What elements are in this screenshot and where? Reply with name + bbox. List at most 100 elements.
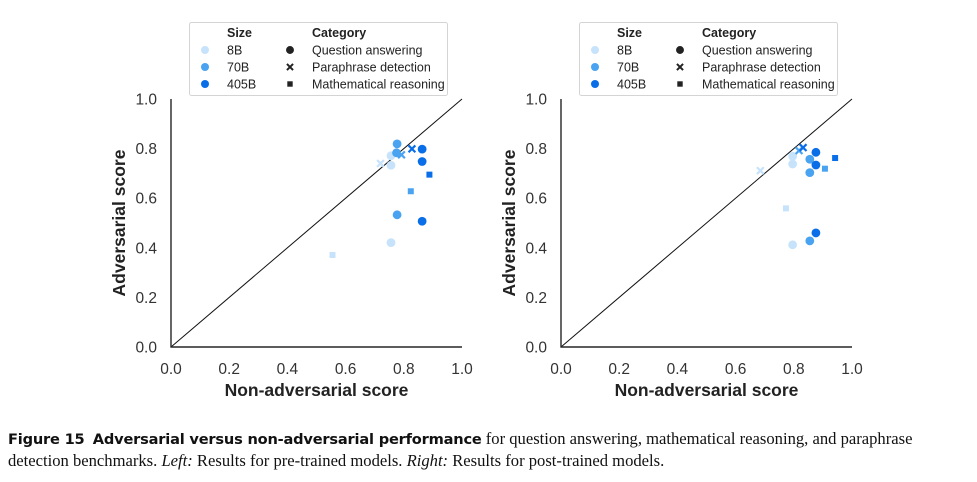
legend-size-label: 8B	[617, 44, 632, 58]
caption-right-label: Right:	[406, 451, 449, 470]
legend-category-label: Question answering	[702, 44, 813, 58]
legend-category-label: Paraphrase detection	[312, 61, 431, 75]
legend-category-label: Mathematical reasoning	[312, 78, 445, 92]
data-point-405b-circle	[417, 144, 427, 154]
data-point-70b-square	[407, 188, 414, 195]
figure-title: Adversarial versus non-adversarial perfo…	[92, 431, 482, 448]
legend-category-marker-square	[287, 81, 293, 87]
caption-left-label: Left:	[161, 451, 193, 470]
y-axis-label: Adversarial score	[109, 149, 129, 296]
data-point-8b-square	[782, 205, 789, 212]
y-tick-label: 0.8	[135, 141, 157, 158]
data-point-70b-circle	[392, 148, 401, 158]
data-point-405b-circle	[811, 160, 821, 170]
figure-number: Figure 15	[8, 431, 85, 448]
y-tick-label: 0.6	[135, 191, 157, 208]
data-point-70b-circle	[392, 210, 402, 220]
legend-category-marker-x	[676, 63, 684, 71]
data-point-405b-x	[798, 143, 808, 152]
legend: Size Category 8B 70B 405B Question answering P…	[579, 22, 838, 96]
data-point-8b-square	[329, 251, 336, 258]
data-point-405b-circle	[417, 157, 427, 166]
legend-size-label: 405B	[617, 78, 646, 92]
reference-diagonal-line	[560, 98, 853, 348]
data-point-405b-square	[426, 171, 433, 178]
legend-size-label: 70B	[617, 61, 639, 75]
data-point-8b-circle	[788, 151, 798, 161]
x-axis-label: Non-adversarial score	[225, 380, 409, 400]
y-tick-label: 0.2	[525, 290, 547, 307]
x-tick-label: 0.0	[160, 361, 182, 378]
legend-category-label: Question answering	[312, 44, 423, 58]
legend-size-title: Size	[227, 26, 252, 40]
legend-size-label: 8B	[227, 44, 242, 58]
legend-category-label: Mathematical reasoning	[702, 78, 835, 92]
chart-panel-left: 0.0 0.2 0.4 0.6 0.8 1.0 0.0 0.2 0.4 0.6 0.8 1.0 Non-…	[109, 22, 473, 400]
x-tick-label: 0.6	[335, 361, 357, 378]
x-axis-label: Non-adversarial score	[615, 380, 799, 400]
legend-category-marker-x	[286, 63, 294, 71]
legend-size-marker-8b	[591, 46, 599, 54]
caption-left-text: Results for pre-trained models.	[192, 451, 407, 470]
y-tick-label: 0.8	[525, 141, 547, 158]
data-point-8b-circle	[788, 240, 798, 250]
legend-size-label: 70B	[227, 61, 249, 75]
reference-diagonal-line	[170, 98, 463, 348]
legend-box	[579, 22, 838, 96]
x-tick-label: 0.0	[550, 361, 572, 378]
legend-category-title: Category	[702, 26, 756, 40]
x-tick-label: 0.2	[218, 361, 240, 378]
legend: Size Category 8B 70B 405B Question answering P…	[189, 22, 448, 96]
legend-size-marker-70b	[591, 63, 599, 71]
x-tick-label: 1.0	[451, 361, 473, 378]
legend-category-title: Category	[312, 26, 366, 40]
y-tick-label: 1.0	[135, 92, 157, 109]
data-point-70b-circle	[805, 168, 815, 178]
data-point-405b-x	[407, 144, 417, 154]
x-tick-label: 0.4	[667, 361, 689, 378]
legend-size-marker-70b	[201, 63, 209, 71]
data-point-8b-circle	[788, 159, 798, 169]
figure-caption: Figure 15 Adversarial versus non-adversa…	[8, 428, 973, 471]
y-tick-label: 0.4	[135, 240, 157, 257]
y-tick-label: 0.2	[135, 290, 157, 307]
y-tick-label: 0.6	[525, 191, 547, 208]
y-tick-label: 0.0	[135, 340, 157, 357]
x-tick-label: 0.6	[725, 361, 747, 378]
x-tick-label: 0.8	[783, 361, 805, 378]
legend-size-title: Size	[617, 26, 642, 40]
legend-category-marker-circle	[676, 46, 684, 54]
y-axis-label: Adversarial score	[499, 149, 519, 296]
data-point-8b-x	[376, 159, 385, 168]
data-point-70b-square	[821, 165, 828, 172]
data-point-70b-x	[397, 150, 406, 159]
data-point-8b-x	[756, 166, 765, 175]
data-point-405b-circle	[417, 216, 427, 226]
data-point-70b-circle	[805, 154, 815, 164]
data-point-405b-circle	[811, 147, 821, 157]
x-tick-label: 0.2	[608, 361, 630, 378]
data-point-8b-circle	[386, 160, 396, 170]
legend-category-label: Paraphrase detection	[702, 61, 821, 75]
y-tick-label: 0.4	[525, 240, 547, 257]
data-point-70b-circle	[392, 139, 402, 149]
legend-category-marker-square	[677, 81, 683, 87]
data-point-70b-circle	[805, 236, 815, 246]
legend-box	[189, 22, 448, 96]
legend-size-marker-405b	[591, 80, 599, 88]
y-tick-label: 1.0	[525, 92, 547, 109]
data-point-405b-circle	[811, 228, 821, 238]
legend-size-marker-405b	[201, 80, 209, 88]
y-tick-label: 0.0	[525, 340, 547, 357]
x-tick-label: 1.0	[841, 361, 863, 378]
legend-size-label: 405B	[227, 78, 256, 92]
data-point-405b-square	[832, 155, 839, 162]
data-point-8b-circle	[386, 238, 396, 247]
chart-panel-right: 0.0 0.2 0.4 0.6 0.8 1.0 0.0 0.2 0.4 0.6 0.8 1.0 Non-…	[499, 22, 863, 400]
caption-text: for question answering, mathematical rea…	[8, 429, 913, 470]
legend-category-marker-circle	[286, 46, 294, 54]
x-tick-label: 0.4	[277, 361, 299, 378]
caption-right-text: Results for post-trained models.	[448, 451, 665, 470]
legend-size-marker-8b	[201, 46, 209, 54]
